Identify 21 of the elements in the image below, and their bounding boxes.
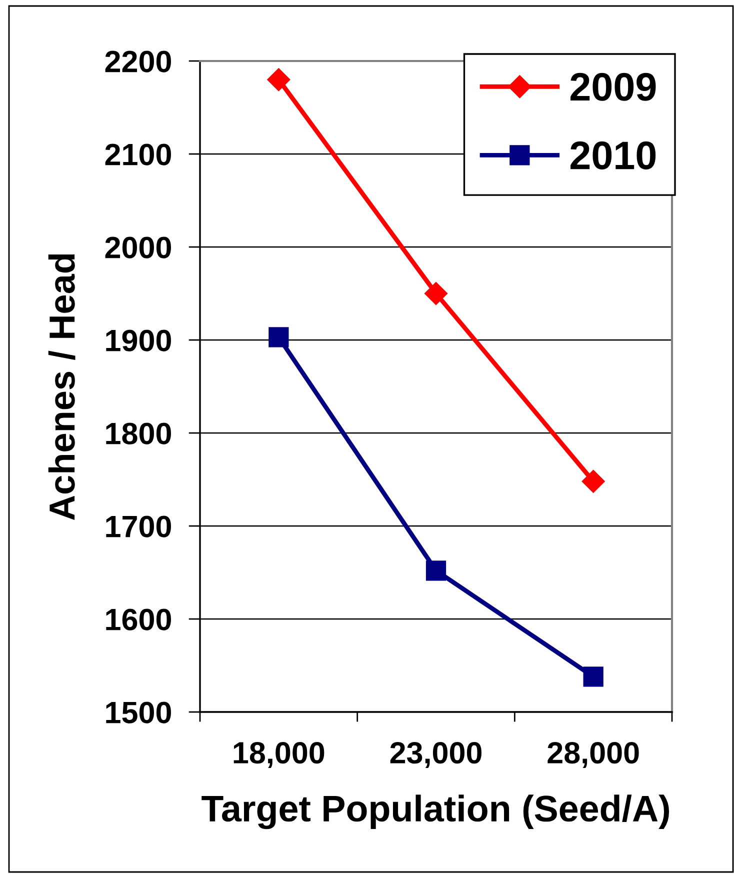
y-tick-label: 1700 <box>106 516 171 538</box>
y-tick-label: 1500 <box>106 702 171 724</box>
y-tick-label: 1600 <box>106 608 171 630</box>
point <box>426 560 446 581</box>
y-tick-label: 2000 <box>105 236 171 258</box>
point <box>583 666 604 687</box>
point <box>267 68 290 92</box>
y-tick-label: 2200 <box>105 50 171 72</box>
y-tick-label: 1900 <box>106 330 171 352</box>
y-tick-label: 1800 <box>106 422 171 444</box>
legend-label: 2010 <box>570 141 656 170</box>
point <box>424 282 448 305</box>
point <box>582 470 605 493</box>
y-axis-title: Achenes / Head <box>48 254 76 520</box>
legend-label: 2009 <box>570 72 656 101</box>
x-tick-label: 18,000 <box>234 742 324 768</box>
x-axis-title: Target Population (Seed/A) <box>202 794 670 830</box>
y-tick-label: 2100 <box>105 144 171 166</box>
point <box>268 327 289 348</box>
x-tick-label: 28,000 <box>548 742 639 768</box>
x-tick-label: 23,000 <box>390 742 482 768</box>
